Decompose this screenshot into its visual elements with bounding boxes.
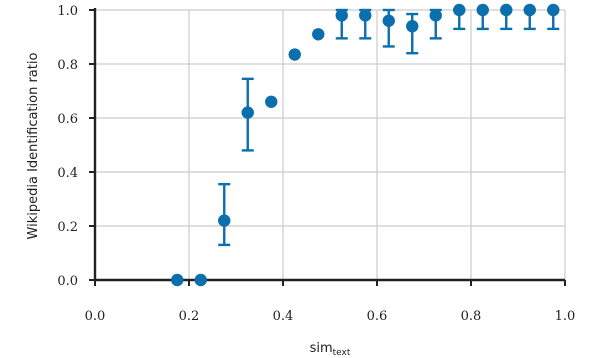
y-tick-label: 0.4 (57, 166, 78, 181)
x-tick-label: 0.2 (179, 309, 200, 324)
data-point (171, 273, 184, 287)
data-point (241, 106, 254, 119)
x-axis-label-subscript: text (333, 348, 351, 358)
y-tick-label: 0.6 (57, 112, 78, 127)
x-tick-label: 0.0 (85, 309, 106, 324)
x-axis-label: simtext (310, 341, 351, 358)
x-tick-label: 1.0 (555, 309, 576, 324)
data-point (500, 3, 513, 17)
x-axis-label-main: sim (310, 341, 333, 356)
data-point (429, 9, 442, 22)
data-point (359, 9, 372, 22)
data-point (476, 3, 489, 17)
data-point (382, 14, 395, 27)
data-point (406, 20, 419, 33)
y-tick-label: 0.0 (57, 274, 78, 289)
data-point (523, 3, 536, 17)
y-axis-label: Wikipedia Identification ratio (26, 53, 41, 240)
data-point (218, 214, 231, 227)
data-point (335, 9, 348, 22)
data-point (312, 28, 325, 41)
y-tick-label: 0.8 (57, 58, 78, 73)
data-point (547, 3, 560, 17)
tick-labels: 0.0 0.2 0.4 0.6 0.8 1.0 0.0 0.2 0.4 0.6 0.8 1.0 (57, 4, 575, 324)
x-tick-label: 0.8 (461, 309, 482, 324)
data-point (453, 3, 466, 17)
axes (89, 8, 566, 286)
grid (94, 9, 566, 281)
data-point (265, 95, 278, 109)
x-tick-label: 0.4 (273, 309, 294, 324)
x-tick-label: 0.6 (367, 309, 388, 324)
y-tick-label: 0.2 (57, 220, 78, 235)
series (171, 3, 560, 287)
y-tick-label: 1.0 (57, 4, 78, 19)
data-point (194, 273, 207, 287)
data-point (288, 48, 301, 61)
